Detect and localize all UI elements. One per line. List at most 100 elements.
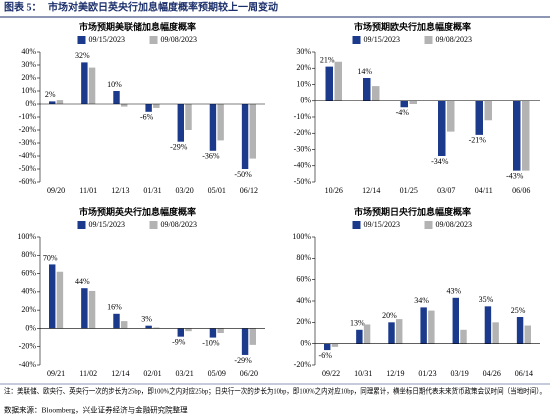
y-tick-label: -60% xyxy=(19,177,37,186)
bar xyxy=(241,328,249,355)
bar xyxy=(400,100,408,108)
bar xyxy=(388,322,395,344)
value-label: -34% xyxy=(431,157,449,166)
legend-swatch xyxy=(149,221,158,229)
legend-label: 09/08/2023 xyxy=(161,220,197,229)
bar xyxy=(460,329,467,344)
bar xyxy=(56,271,64,329)
x-tick-label: 11/02 xyxy=(79,369,97,378)
chart-title: 市场预期英央行加息幅度概率 xyxy=(79,206,196,217)
y-tick-label: -30% xyxy=(19,138,37,147)
bar xyxy=(452,297,459,344)
y-tick-label: 80% xyxy=(21,250,36,259)
value-label: -9% xyxy=(172,337,186,346)
bar xyxy=(438,100,446,156)
y-tick-label: 10% xyxy=(296,79,311,88)
bar xyxy=(49,264,56,329)
bar xyxy=(428,310,435,344)
y-tick-label: 30% xyxy=(296,47,311,56)
legend-swatch xyxy=(77,36,86,44)
x-tick-label: 09/21 xyxy=(47,369,65,378)
y-tick-label: 0% xyxy=(25,99,36,108)
bar xyxy=(241,104,249,169)
bar xyxy=(177,328,184,337)
value-label: 2% xyxy=(45,90,56,99)
y-tick-label: 40% xyxy=(296,296,311,305)
bar xyxy=(484,306,492,344)
y-tick-label: -20% xyxy=(294,128,312,137)
y-tick-label: -20% xyxy=(294,360,312,369)
value-label: 25% xyxy=(511,306,526,315)
x-tick-label: 03/20 xyxy=(176,186,194,195)
x-tick-label: 03/19 xyxy=(451,369,469,378)
legend-swatch xyxy=(149,36,158,44)
x-tick-label: 03/07 xyxy=(437,186,455,195)
bar xyxy=(492,322,499,344)
value-label: 21% xyxy=(320,55,335,64)
y-tick-label: 60% xyxy=(21,268,36,277)
bar xyxy=(249,104,256,159)
source: 数据来源：Bloomberg，兴业证券经济与金融研究院整理 xyxy=(4,405,188,415)
value-label: 14% xyxy=(357,67,372,76)
x-tick-label: 05/09 xyxy=(208,369,226,378)
bar xyxy=(88,67,96,104)
bar xyxy=(145,325,152,329)
bar xyxy=(121,321,128,329)
value-label: 32% xyxy=(75,51,90,60)
y-tick-label: 0% xyxy=(300,96,311,105)
value-label: 16% xyxy=(107,303,122,312)
y-tick-label: 20% xyxy=(296,63,311,72)
y-tick-label: 60% xyxy=(296,274,311,283)
bar xyxy=(331,343,339,347)
y-tick-label: -40% xyxy=(294,161,312,170)
bar xyxy=(217,328,224,333)
y-tick-label: 80% xyxy=(296,253,311,262)
legend-label: 09/08/2023 xyxy=(436,35,472,44)
x-tick-label: 12/13 xyxy=(111,186,129,195)
bar xyxy=(81,62,88,104)
bar xyxy=(516,317,524,344)
bar xyxy=(447,100,455,132)
y-tick-label: -40% xyxy=(19,151,37,160)
bar xyxy=(524,325,531,344)
bar xyxy=(396,319,403,344)
x-tick-label: 09/22 xyxy=(322,369,340,378)
legend-label: 09/15/2023 xyxy=(364,35,400,44)
legend-label: 09/15/2023 xyxy=(89,35,125,44)
bar xyxy=(113,91,120,104)
bar xyxy=(475,100,483,135)
y-tick-label: 100% xyxy=(17,232,36,241)
chart-title: 市场预期日央行加息幅度概率 xyxy=(354,206,471,217)
legend-label: 09/08/2023 xyxy=(436,220,472,229)
y-tick-label: 100% xyxy=(292,232,311,241)
bar xyxy=(121,104,128,107)
y-tick-label: 40% xyxy=(21,47,36,56)
bar xyxy=(363,324,371,344)
bar xyxy=(153,104,160,108)
y-tick-label: -30% xyxy=(294,144,312,153)
legend-swatch xyxy=(424,36,433,44)
legend-swatch xyxy=(77,221,86,229)
y-tick-label: -50% xyxy=(294,177,312,186)
x-tick-label: 06/14 xyxy=(515,369,533,378)
bar xyxy=(177,104,184,142)
bar xyxy=(217,104,224,141)
value-label: 34% xyxy=(414,296,429,305)
note: 注：美联储、欧央行、英央行一次的步长为25bp，即100%之内对应25bp；日央… xyxy=(4,386,546,396)
x-tick-label: 11/01 xyxy=(79,186,97,195)
value-label: 13% xyxy=(350,319,365,328)
x-tick-label: 10/31 xyxy=(354,369,372,378)
value-label: -50% xyxy=(234,170,252,179)
value-label: 35% xyxy=(479,295,494,304)
bar xyxy=(153,327,160,329)
y-tick-label: 20% xyxy=(296,317,311,326)
y-tick-label: -10% xyxy=(294,112,312,121)
y-tick-label: 10% xyxy=(21,86,36,95)
value-label: -6% xyxy=(319,351,333,360)
value-label: 10% xyxy=(107,80,122,89)
y-tick-label: -40% xyxy=(19,360,37,369)
x-tick-label: 02/01 xyxy=(143,369,161,378)
value-label: 44% xyxy=(75,277,90,286)
bar xyxy=(372,86,380,101)
